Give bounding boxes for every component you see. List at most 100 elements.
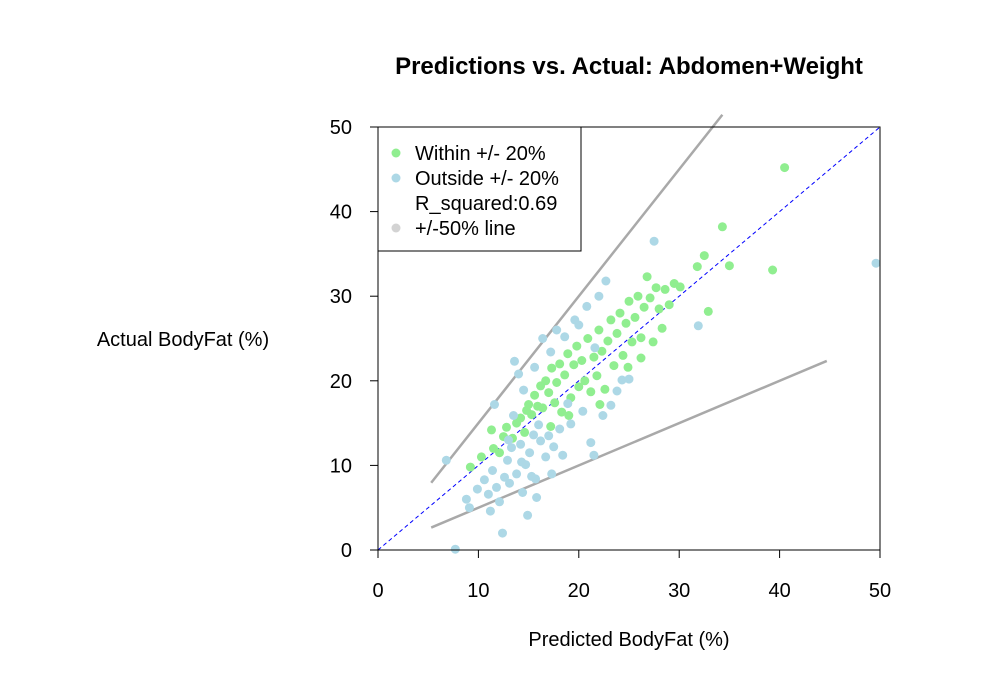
outside-point [500, 472, 509, 482]
within-point [675, 282, 685, 292]
outside-point [601, 276, 611, 286]
outside-point [546, 347, 556, 357]
outside-point [525, 448, 535, 458]
within-point [664, 300, 674, 310]
minus-50-line [430, 359, 828, 529]
legend-label: R_squared:0.69 [415, 193, 557, 215]
within-point [520, 427, 530, 437]
within-point [603, 336, 613, 346]
outside-point [488, 466, 497, 475]
outside-point [450, 544, 460, 554]
within-point [586, 387, 596, 397]
within-point [780, 163, 790, 173]
y-tick-label: 20 [330, 371, 352, 393]
outside-point [509, 411, 518, 420]
within-point [577, 356, 587, 365]
within-point [636, 353, 646, 363]
legend-marker [391, 223, 401, 233]
outside-point [507, 443, 516, 453]
within-point [524, 400, 534, 409]
within-point [654, 304, 664, 314]
outside-point [529, 430, 539, 440]
y-tick-label: 40 [330, 202, 352, 224]
within-point [692, 262, 702, 272]
within-point [642, 272, 652, 282]
outside-point [558, 450, 568, 460]
within-point [612, 328, 622, 338]
outside-point [552, 325, 562, 335]
legend-marker [391, 148, 401, 158]
x-axis-label: Predicted BodyFat (%) [528, 629, 729, 651]
within-point [487, 425, 496, 435]
within-point [768, 265, 778, 275]
outside-point [492, 482, 501, 492]
outside-point [566, 419, 576, 429]
within-point [597, 346, 607, 356]
outside-point [495, 497, 504, 507]
within-point [609, 361, 619, 371]
within-point [621, 318, 631, 328]
x-tick-label: 0 [372, 580, 383, 602]
outside-point [578, 406, 588, 416]
within-point [600, 384, 610, 394]
legend: Within +/- 20% Outside +/- 20% R_squared:0… [377, 126, 582, 252]
within-point [633, 291, 643, 301]
within-point [580, 376, 590, 386]
within-point [594, 325, 604, 335]
outside-point [544, 431, 554, 441]
within-point [552, 378, 562, 387]
within-point [563, 349, 573, 359]
outside-point [538, 334, 548, 343]
identity-line [377, 126, 881, 551]
outside-point [563, 399, 573, 409]
outside-point [549, 442, 559, 452]
outside-point [461, 494, 471, 504]
within-point [651, 283, 661, 293]
within-point [623, 362, 633, 372]
outside-point [498, 528, 507, 538]
within-point [583, 334, 593, 343]
within-point [636, 333, 646, 343]
within-point [574, 382, 584, 392]
outside-point [606, 400, 616, 410]
outside-point [516, 439, 526, 449]
within-point [502, 422, 511, 432]
outside-point [536, 436, 546, 446]
outside-point [479, 475, 489, 485]
outside-point [598, 411, 608, 420]
within-point [550, 398, 560, 408]
y-tick-label: 30 [330, 286, 352, 308]
outside-point [590, 343, 600, 353]
within-point [624, 296, 634, 306]
within-point [615, 308, 625, 318]
within-point [606, 315, 616, 325]
x-tick-label: 30 [668, 580, 690, 602]
legend-label: Outside +/- 20% [415, 168, 559, 190]
outside-point [586, 438, 596, 448]
outside-point [514, 369, 524, 379]
outside-point [560, 332, 570, 342]
y-tick-label: 0 [341, 540, 352, 562]
within-point [544, 388, 554, 398]
outside-point [464, 503, 474, 513]
y-tick-label: 10 [330, 455, 352, 477]
outside-point [534, 420, 544, 430]
within-point [645, 293, 655, 303]
within-point [465, 462, 475, 472]
within-point [724, 261, 734, 271]
within-point [592, 371, 602, 381]
outside-point [541, 452, 551, 462]
outside-point [441, 455, 451, 465]
within-point [627, 337, 637, 347]
y-axis-label: Actual BodyFat (%) [97, 329, 269, 351]
within-point [546, 422, 556, 431]
within-point [595, 400, 605, 409]
within-point [555, 359, 565, 369]
within-point [639, 302, 649, 312]
within-point [516, 413, 526, 423]
outside-point [518, 488, 528, 497]
y-axis: 0 10 20 30 40 50 [330, 117, 379, 562]
within-point [648, 337, 658, 347]
within-point [538, 403, 548, 413]
legend-label: Within +/- 20% [415, 143, 546, 165]
